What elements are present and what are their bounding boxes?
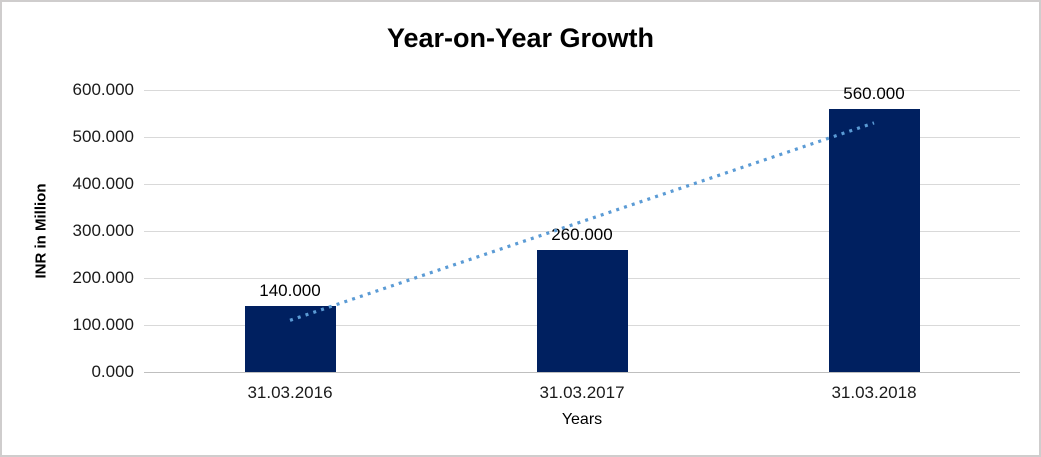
x-axis-line: [144, 371, 1020, 373]
x-axis-title: Years: [561, 411, 603, 428]
bar-value-label: 140.000: [259, 281, 321, 301]
y-tick-label: 300.000: [72, 221, 134, 240]
y-tick-label: 200.000: [72, 268, 134, 287]
x-tick-label: 31.03.2016: [247, 383, 333, 402]
y-tick-label: 100.000: [72, 315, 134, 334]
bar: [828, 108, 920, 372]
bar-value-label: 560.000: [843, 83, 905, 103]
y-tick-label: 500.000: [72, 127, 134, 146]
y-tick-label: 600.000: [72, 80, 134, 99]
x-tick-label: 31.03.2017: [539, 383, 625, 402]
bar: [536, 249, 628, 372]
chart-title: Year-on-Year Growth: [386, 23, 655, 53]
y-tick-label: 0.000: [91, 362, 134, 381]
y-tick-label: 400.000: [72, 174, 134, 193]
bar-value-label: 260.000: [551, 224, 613, 244]
x-tick-label: 31.03.2018: [831, 383, 917, 402]
gridline: [144, 89, 1020, 91]
bar: [244, 306, 336, 372]
